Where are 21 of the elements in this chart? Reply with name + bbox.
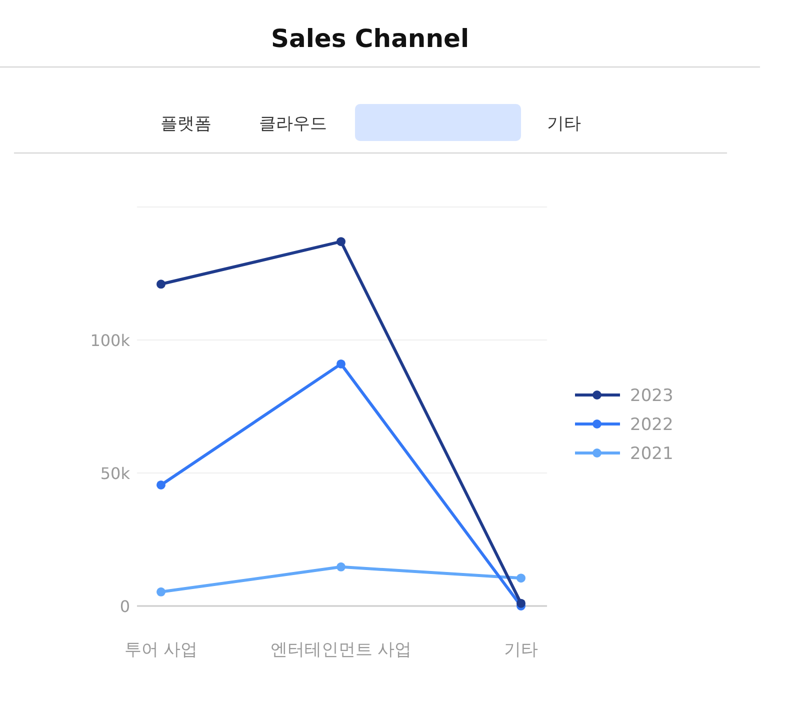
point [156, 480, 166, 490]
y-tick-label: 50k [100, 464, 131, 483]
point [516, 598, 526, 608]
x-tick-label: 엔터테인먼트 사업 [270, 640, 412, 660]
legend-label: 2023 [630, 386, 674, 406]
point [336, 237, 346, 246]
legend-label: 2021 [630, 444, 674, 464]
point [336, 359, 346, 368]
point [336, 562, 346, 572]
text: 플랫폼 [160, 114, 212, 134]
point [156, 587, 166, 596]
x-tick-label: 기타 [504, 640, 538, 660]
text: 클라우드 [259, 114, 327, 134]
point [156, 280, 166, 289]
text: 기타 [547, 114, 581, 134]
point [516, 574, 526, 583]
chart-title: Sales Channel [270, 24, 470, 53]
y-tick-label: 100k [90, 331, 131, 350]
y-tick-label: 0 [120, 597, 130, 616]
legend-label: 2022 [630, 415, 674, 435]
x-tick-label: 투어 사업 [124, 640, 198, 660]
